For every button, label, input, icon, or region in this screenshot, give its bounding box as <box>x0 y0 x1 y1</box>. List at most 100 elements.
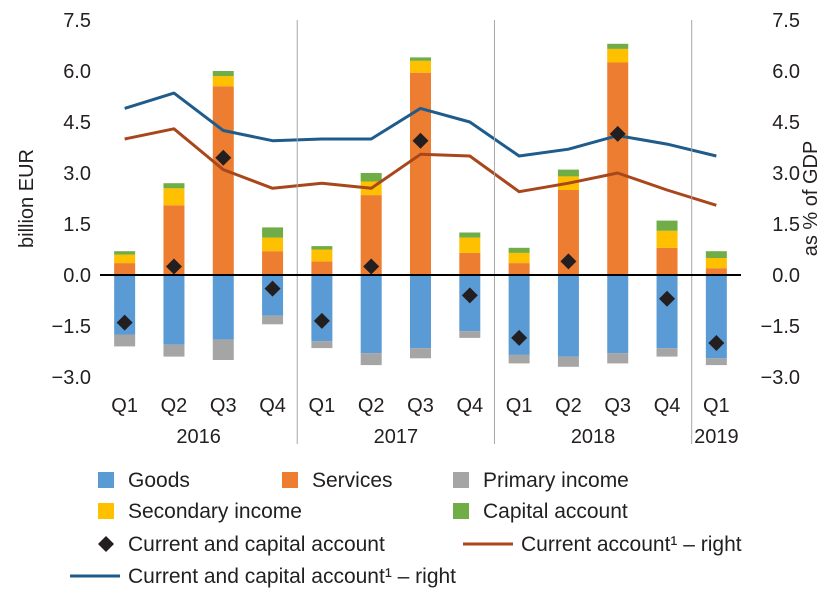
legend-swatch-goods <box>98 472 114 488</box>
bar-services <box>360 195 382 275</box>
legend-swatch-secondary-income <box>98 503 114 519</box>
bar-services <box>163 205 185 275</box>
legend-label-current-and-capital-account: Current and capital account <box>128 533 385 556</box>
bar-goods <box>508 275 530 355</box>
legend-swatch-current-and-capital-account <box>98 536 114 552</box>
bar-primary-income <box>508 354 530 364</box>
y-tick-label: 3.0 <box>63 163 91 185</box>
bar-services <box>311 261 333 275</box>
y-tick-label: 7.5 <box>63 10 91 32</box>
bar-primary-income <box>163 344 185 357</box>
marker-current-and-capital-account <box>116 314 133 331</box>
legend-label-primary-income: Primary income <box>483 469 629 492</box>
legend-label-capital-account: Capital account <box>483 500 628 523</box>
bar-secondary-income <box>262 237 284 252</box>
bar-capital-account <box>311 246 333 250</box>
y2-tick-label: 7.5 <box>772 10 800 32</box>
legend-layer: Goods Services Primary income Secondary inc… <box>70 469 742 588</box>
x-tick-label: Q2 <box>161 395 188 417</box>
y2-tick-label: −3.0 <box>761 367 800 389</box>
bar-secondary-income <box>459 237 481 253</box>
bar-capital-account <box>705 251 727 258</box>
bar-goods <box>656 275 678 349</box>
bar-services <box>705 268 727 275</box>
bar-capital-account <box>459 232 481 238</box>
bar-primary-income <box>360 353 382 366</box>
y-tick-label: 0.0 <box>63 265 91 287</box>
x-group-label: 2017 <box>374 426 419 448</box>
line-current-account-right <box>124 127 717 207</box>
bar-goods <box>114 275 136 335</box>
bar-secondary-income <box>607 48 629 63</box>
x-tick-label: Q4 <box>654 395 681 417</box>
y-tick-label: 1.5 <box>63 214 91 236</box>
bar-secondary-income <box>705 258 727 269</box>
bar-capital-account <box>114 251 136 255</box>
y2-tick-label: 4.5 <box>772 112 800 134</box>
marker-current-and-capital-account <box>511 329 528 346</box>
bar-services <box>508 263 530 275</box>
marker-current-and-capital-account <box>461 287 478 304</box>
bar-goods <box>311 275 333 342</box>
bar-capital-account <box>508 247 530 253</box>
bar-services <box>410 72 431 275</box>
y-tick-label: 4.5 <box>63 112 91 134</box>
bar-services <box>114 263 136 275</box>
x-tick-label: Q2 <box>358 395 385 417</box>
bar-primary-income <box>410 348 431 359</box>
bar-goods <box>557 275 579 357</box>
x-group-label: 2018 <box>571 426 616 448</box>
marker-current-and-capital-account <box>363 258 380 275</box>
bar-services <box>607 62 629 275</box>
bar-services <box>212 86 234 275</box>
x-tick-label: Q1 <box>506 395 533 417</box>
marker-current-and-capital-account <box>412 132 429 149</box>
y2-tick-label: 1.5 <box>772 214 800 236</box>
y2-axis-title: as % of GDP <box>800 141 822 257</box>
bar-primary-income <box>212 339 234 360</box>
bar-services <box>557 190 579 275</box>
bar-secondary-income <box>508 252 530 264</box>
legend-swatch-primary-income <box>453 472 469 488</box>
markers-layer <box>116 125 725 351</box>
marker-current-and-capital-account <box>313 312 330 329</box>
y2-tick-label: 3.0 <box>772 163 800 185</box>
bar-services <box>459 252 481 275</box>
bar-capital-account <box>656 220 678 231</box>
bar-primary-income <box>656 348 678 357</box>
bar-goods <box>360 275 382 354</box>
y2-tick-label: −1.5 <box>761 316 800 338</box>
y2-tick-label: 6.0 <box>772 61 800 83</box>
bar-capital-account <box>410 57 431 61</box>
bar-secondary-income <box>212 76 234 87</box>
marker-current-and-capital-account <box>708 335 725 351</box>
marker-current-and-capital-account <box>215 149 232 166</box>
y-tick-label: −3.0 <box>52 367 91 389</box>
bar-goods <box>410 275 431 349</box>
bar-goods <box>607 275 629 354</box>
x-tick-label: Q3 <box>604 395 631 417</box>
legend-label-current-account-right: Current account¹ – right <box>521 533 742 556</box>
bar-services <box>262 251 284 275</box>
bar-capital-account <box>607 43 629 49</box>
bar-secondary-income <box>656 230 678 248</box>
bar-primary-income <box>459 331 481 338</box>
legend-label-secondary-income: Secondary income <box>128 500 302 523</box>
bar-goods <box>212 275 234 340</box>
bar-primary-income <box>557 356 579 367</box>
bar-secondary-income <box>311 249 333 262</box>
bar-capital-account <box>212 71 234 77</box>
axes-layer: 7.5 7.5 6.0 6.0 4.5 4.5 3.0 3.0 1.5 1.5 0.0 0.0 −1.5… <box>16 10 822 448</box>
bar-primary-income <box>705 358 727 366</box>
x-tick-label: Q1 <box>111 395 138 417</box>
x-tick-label: Q4 <box>456 395 483 417</box>
bar-services <box>656 247 678 275</box>
bar-goods <box>163 275 185 345</box>
x-group-label: 2016 <box>176 426 221 448</box>
marker-current-and-capital-account <box>165 258 182 275</box>
legend-label-goods: Goods <box>128 469 190 492</box>
bar-primary-income <box>607 353 629 364</box>
marker-current-and-capital-account <box>609 125 626 142</box>
